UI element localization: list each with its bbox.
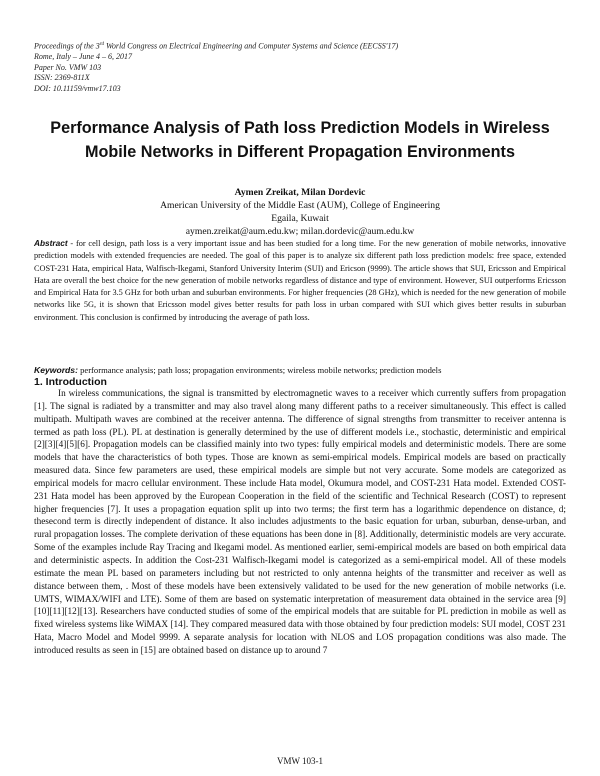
author-block: Aymen Zreikat, Milan Dordevic American U… — [0, 186, 600, 238]
paper-number: Paper No. VMW 103 — [34, 62, 102, 72]
proceedings-text-rest: World Congress on Electrical Engineering… — [103, 41, 399, 51]
author-names: Aymen Zreikat, Milan Dordevic — [234, 187, 366, 198]
emails: aymen.zreikat@aum.edu.kw; milan.dordevic… — [185, 226, 415, 237]
keywords-label: Keywords: — [34, 365, 78, 375]
proceedings-header: Proceedings of the 3rd World Congress on… — [34, 40, 398, 95]
keywords-text: performance analysis; path loss; propaga… — [77, 365, 442, 375]
affiliation: American University of the Middle East (… — [160, 200, 440, 211]
abstract: Abstract - for cell design, path loss is… — [34, 237, 566, 324]
location: Egaila, Kuwait — [271, 213, 329, 224]
issn: ISSN: 2369-811X — [34, 73, 90, 83]
abstract-text: - for cell design, path loss is a very i… — [34, 239, 566, 322]
keywords: Keywords: performance analysis; path los… — [34, 364, 566, 376]
proceedings-line: Proceedings of the 3rd World Congress on… — [34, 40, 398, 52]
title-line-2: Mobile Networks in Different Propagation… — [85, 143, 515, 161]
doi: DOI: 10.11159/vmw17.103 — [34, 84, 121, 94]
section-heading: 1. Introduction — [34, 376, 107, 388]
abstract-label: Abstract — [34, 238, 68, 248]
proceedings-text: Proceedings of the 3 — [34, 41, 100, 51]
ordinal-sup: rd — [99, 42, 104, 47]
paper-title: Performance Analysis of Path loss Predic… — [0, 116, 600, 164]
title-line-1: Performance Analysis of Path loss Predic… — [50, 119, 550, 137]
section-body: In wireless communications, the signal i… — [34, 389, 566, 656]
venue-line: Rome, Italy – June 4 – 6, 2017 — [34, 52, 132, 62]
page-footer: VMW 103-1 — [276, 756, 324, 766]
